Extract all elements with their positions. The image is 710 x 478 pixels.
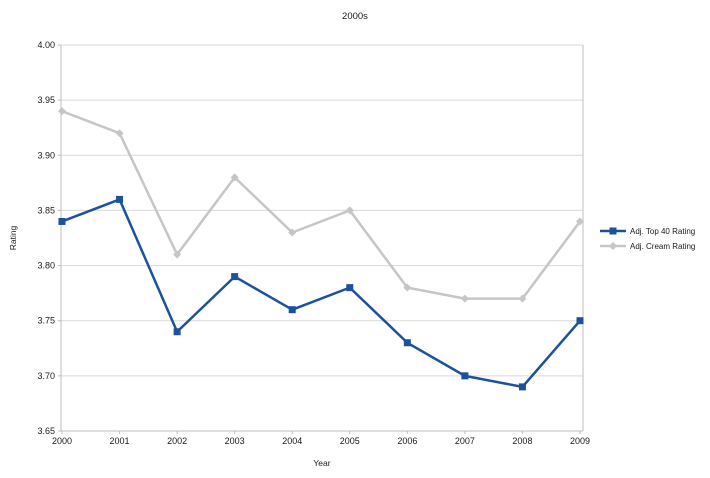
- data-point-marker: [403, 339, 411, 347]
- y-tick-label: 3.75: [37, 316, 55, 326]
- chart-title: 2000s: [342, 11, 368, 22]
- y-tick-label: 3.65: [37, 426, 55, 436]
- x-tick-label: 2002: [167, 436, 187, 446]
- data-point-marker: [288, 228, 297, 237]
- legend-label: Adj. Cream Rating: [630, 241, 696, 251]
- series-line: [61, 110, 582, 300]
- legend-diamond-marker-icon: [609, 242, 617, 250]
- legend-square-marker-icon: [609, 227, 617, 235]
- y-tick-label: 3.70: [37, 371, 55, 381]
- x-tick-label: 2004: [282, 436, 302, 446]
- legend-swatch: [600, 227, 626, 235]
- y-tick-label: 3.90: [37, 150, 55, 160]
- x-tick-label: 2003: [225, 436, 245, 446]
- x-tick-label: 2000: [52, 436, 72, 446]
- legend-item: Adj. Cream Rating: [599, 240, 695, 252]
- data-point-marker: [173, 250, 182, 259]
- x-tick-label: 2005: [340, 436, 360, 446]
- data-point-marker: [461, 372, 469, 380]
- data-point-marker: [576, 317, 584, 325]
- legend-swatch: [600, 242, 626, 250]
- data-point-marker: [173, 328, 181, 336]
- y-tick-label: 4.00: [37, 40, 55, 50]
- data-point-marker: [576, 217, 584, 226]
- legend-item: Adj. Top 40 Rating: [599, 225, 695, 237]
- data-point-marker: [231, 273, 239, 281]
- x-tick-label: 2001: [110, 436, 130, 446]
- series-line: [61, 198, 581, 389]
- x-tick-label: 2009: [570, 436, 590, 446]
- legend-label: Adj. Top 40 Rating: [630, 226, 696, 236]
- data-point-marker: [403, 283, 412, 292]
- x-tick-label: 2007: [455, 436, 475, 446]
- data-point-marker: [518, 294, 527, 303]
- data-point-marker: [230, 173, 239, 182]
- data-point-marker: [288, 306, 296, 314]
- data-point-marker: [58, 107, 66, 116]
- y-tick-label: 3.85: [37, 205, 55, 215]
- x-tick-label: 2008: [512, 436, 532, 446]
- data-point-marker: [460, 294, 469, 303]
- x-tick-label: 2006: [397, 436, 417, 446]
- y-tick-label: 3.95: [37, 95, 55, 105]
- data-point-marker: [345, 206, 354, 215]
- data-point-marker: [115, 129, 124, 138]
- data-point-marker: [116, 195, 124, 203]
- data-point-marker: [518, 383, 526, 391]
- y-tick-label: 3.80: [37, 261, 55, 271]
- data-point-marker: [58, 217, 66, 225]
- legend: Adj. Top 40 Rating Adj. Cream Rating: [599, 225, 695, 252]
- x-axis-title: Year: [313, 458, 331, 468]
- data-point-marker: [346, 284, 354, 292]
